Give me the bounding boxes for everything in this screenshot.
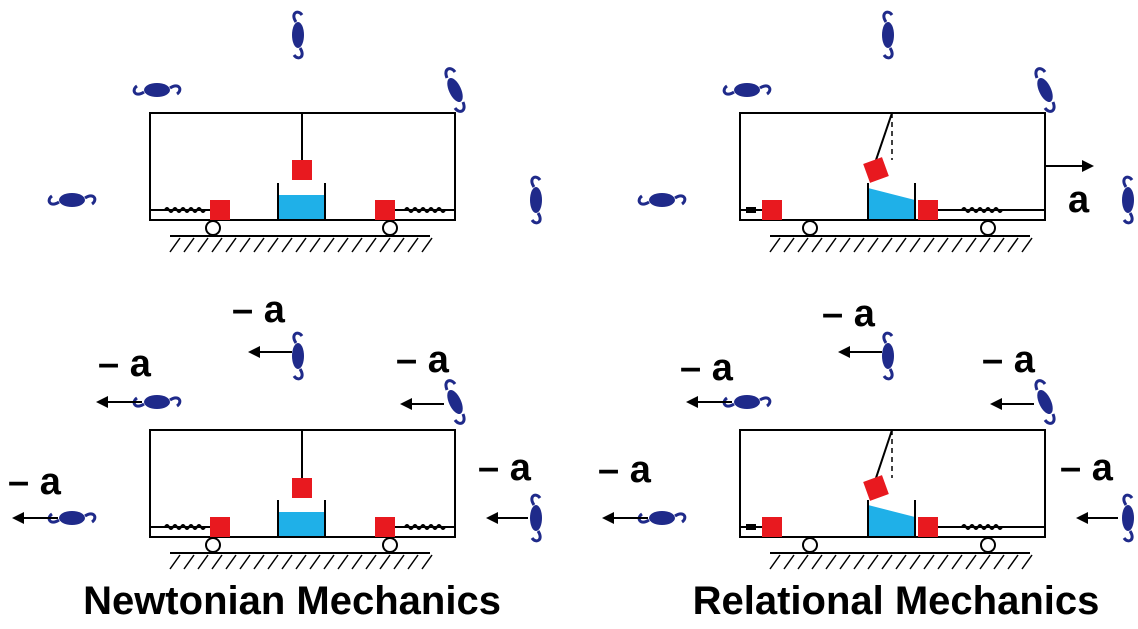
ground <box>169 552 433 570</box>
galaxy-icon <box>528 175 544 225</box>
wheel <box>205 537 221 553</box>
neg-accel-label: – a <box>822 293 876 335</box>
galaxy-icon <box>132 81 182 99</box>
neg-accel-label: – a <box>478 447 532 489</box>
water-tank <box>278 195 325 220</box>
pendulum-string <box>875 112 893 161</box>
neg-accel-label: – a <box>680 347 734 389</box>
panel-newtonian-rest <box>47 10 544 253</box>
neg-accel-label: – a <box>982 339 1036 381</box>
neg-accel-label: – a <box>1060 447 1114 489</box>
water-tank <box>278 512 325 537</box>
neg-accel-label: – a <box>232 289 286 331</box>
neg-accel-label: – a <box>8 461 62 503</box>
galaxy-icon <box>47 191 97 209</box>
water-tank <box>868 188 915 220</box>
block-left <box>210 517 230 537</box>
galaxy-icon <box>1032 379 1058 425</box>
block-right <box>375 517 395 537</box>
wheel <box>980 220 996 236</box>
galaxy-icon <box>637 191 687 209</box>
ground <box>169 235 433 253</box>
wheel <box>802 220 818 236</box>
galaxy-icon <box>880 10 896 60</box>
water-tank <box>868 505 915 537</box>
block-right <box>918 517 938 537</box>
block-right <box>375 200 395 220</box>
neg-accel-label: – a <box>396 339 450 381</box>
ground <box>769 235 1033 253</box>
galaxy-icon <box>528 493 544 543</box>
pendulum-string <box>875 429 893 479</box>
galaxy-icon <box>442 67 468 113</box>
neg-accel-label: – a <box>98 343 152 385</box>
panel-relational-accel: a <box>637 10 1136 253</box>
wheel <box>802 537 818 553</box>
caption-relational: Relational Mechanics <box>693 579 1100 623</box>
panel-relational-frame: – a – a – a – a – a <box>598 293 1136 570</box>
block-right <box>918 200 938 220</box>
pendulum-bob <box>863 475 889 501</box>
pendulum-bob <box>863 157 889 183</box>
accel-label: a <box>1068 179 1090 221</box>
ground <box>769 552 1033 570</box>
galaxy-icon <box>442 379 468 425</box>
galaxy-icon <box>1120 175 1136 225</box>
panel-newtonian-frame: – a – a – a – a – a <box>8 289 544 570</box>
pendulum-bob <box>292 478 312 498</box>
galaxy-icon <box>722 81 772 99</box>
wheel <box>205 220 221 236</box>
wheel <box>382 537 398 553</box>
block-left <box>210 200 230 220</box>
galaxy-icon <box>290 331 306 381</box>
wheel <box>980 537 996 553</box>
galaxy-icon <box>880 331 896 381</box>
neg-accel-label: – a <box>598 449 652 491</box>
galaxy-icon <box>1032 67 1058 113</box>
block-left <box>762 200 782 220</box>
wheel <box>382 220 398 236</box>
block-left <box>762 517 782 537</box>
pendulum-bob <box>292 160 312 180</box>
galaxy-icon <box>290 10 306 60</box>
galaxy-icon <box>1120 493 1136 543</box>
caption-newtonian: Newtonian Mechanics <box>83 579 501 623</box>
